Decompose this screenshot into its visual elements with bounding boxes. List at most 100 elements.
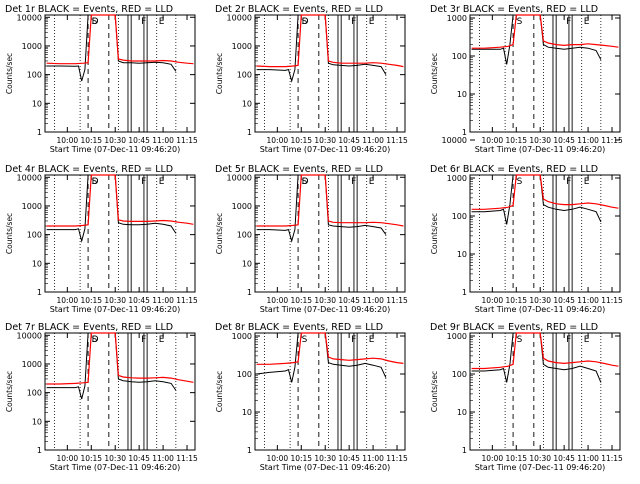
y-tick-label: 10	[32, 417, 42, 426]
x-tick-label: 10:00	[267, 454, 289, 463]
event-marker-f: F	[141, 335, 146, 345]
x-tick-label: 11:00	[577, 454, 599, 463]
y-tick-label: 1	[247, 446, 252, 455]
event-marker-e: E	[584, 17, 590, 27]
x-tick-label: 10:45	[128, 136, 150, 145]
y-tick-label: 1000	[232, 332, 252, 341]
detector-plot-5: Det 5r BLACK = Events, RED = LLD 1 10 100 10…	[215, 164, 408, 314]
x-tick-label: 10:00	[267, 136, 289, 145]
x-tick-label: 10:45	[553, 454, 575, 463]
x-axis-label: Start Time (07-Dec-11 09:46:20)	[260, 463, 391, 472]
event-marker-s: S	[302, 177, 308, 187]
x-tick-label: 11:15	[601, 454, 623, 463]
plot-title: Det 2r BLACK = Events, RED = LLD	[215, 4, 383, 15]
y-tick-label: 1000	[232, 202, 252, 211]
x-tick-label: 11:15	[176, 296, 198, 305]
event-marker-f: F	[351, 335, 356, 345]
x-tick-label: 10:30	[529, 454, 551, 463]
y-axis-label: Counts/sec	[5, 213, 14, 254]
x-axis-label: Start Time (07-Dec-11 09:46:20)	[50, 145, 181, 154]
plot-frame	[254, 174, 406, 293]
plot-title: Det 7r BLACK = Events, RED = LLD	[5, 322, 173, 333]
series-line-lld	[46, 332, 194, 385]
x-tick-label: 10:15	[80, 454, 102, 463]
x-tick-label: 11:15	[176, 136, 198, 145]
y-tick-label: 10000	[227, 13, 252, 22]
x-tick-label: 10:30	[104, 454, 126, 463]
event-marker-e: E	[369, 17, 375, 27]
y-tick-label: 1000	[447, 332, 467, 341]
x-tick-label: 10:15	[80, 296, 102, 305]
y-tick-label: 1	[462, 288, 467, 297]
x-tick-label: 10:45	[338, 136, 360, 145]
x-tick-label: 10:30	[529, 136, 551, 145]
y-tick-label: 10000	[442, 136, 467, 145]
y-tick-label: 1000	[22, 202, 42, 211]
plot-frame	[254, 14, 406, 133]
y-tick-label: 10	[457, 408, 467, 417]
plot-frame	[254, 332, 406, 451]
event-marker-s: S	[517, 17, 523, 27]
y-axis-label: Counts/sec	[5, 53, 14, 94]
event-marker-d: D	[92, 335, 99, 345]
x-tick-label: 11:00	[152, 296, 174, 305]
y-tick-label: 1000	[22, 360, 42, 369]
x-axis-label: Start Time (07-Dec-11 09:46:20)	[260, 145, 391, 154]
y-tick-label: 100	[237, 370, 252, 379]
event-marker-f: F	[141, 17, 146, 27]
series-line-lld	[256, 14, 404, 68]
x-tick-label: 10:15	[505, 136, 527, 145]
y-tick-label: 10	[457, 90, 467, 99]
x-tick-label: 10:30	[314, 454, 336, 463]
x-axis-label: Start Time (07-Dec-11 09:46:20)	[260, 305, 391, 314]
event-marker-d: D	[302, 177, 309, 187]
x-axis-label: Start Time (07-Dec-11 09:46:20)	[475, 305, 606, 314]
x-tick-label: 11:00	[362, 136, 384, 145]
x-tick-label: 10:45	[128, 296, 150, 305]
y-tick-label: 1	[247, 128, 252, 137]
y-tick-label: 100	[27, 231, 42, 240]
x-tick-label: 11:15	[386, 296, 408, 305]
event-marker-e: E	[584, 335, 590, 345]
y-axis-label: Counts/sec	[430, 371, 439, 412]
y-tick-label: 10	[242, 99, 252, 108]
y-tick-label: 100	[27, 389, 42, 398]
x-tick-label: 10:45	[553, 136, 575, 145]
y-tick-label: 1	[462, 446, 467, 455]
x-axis-label: Start Time (07-Dec-11 09:46:20)	[475, 145, 606, 154]
x-tick-label: 10:15	[290, 454, 312, 463]
plot-title: Det 8r BLACK = Events, RED = LLD	[215, 322, 383, 333]
y-tick-label: 10	[32, 99, 42, 108]
y-tick-label: 10000	[17, 13, 42, 22]
x-tick-label: 11:00	[152, 136, 174, 145]
x-tick-label: 10:45	[553, 296, 575, 305]
series-line-lld	[256, 332, 404, 365]
x-tick-label: 10:30	[314, 136, 336, 145]
y-tick-label: 10	[457, 250, 467, 259]
y-tick-label: 1000	[232, 42, 252, 51]
detector-plot-8: Det 8r BLACK = Events, RED = LLD 1 10 100 10…	[215, 322, 408, 472]
x-tick-label: 10:00	[267, 296, 289, 305]
event-marker-e: E	[159, 17, 165, 27]
y-tick-label: 100	[452, 370, 467, 379]
x-tick-label: 10:45	[338, 296, 360, 305]
plot-frame	[44, 332, 196, 451]
event-marker-f: F	[566, 177, 571, 187]
y-axis-label: Counts/sec	[215, 53, 224, 94]
x-tick-label: 10:15	[80, 136, 102, 145]
detector-plot-4: Det 4r BLACK = Events, RED = LLD 1 10 100 10…	[5, 164, 198, 314]
event-marker-d: D	[302, 17, 309, 27]
x-tick-label: 10:00	[482, 136, 504, 145]
y-axis-label: Counts/sec	[430, 53, 439, 94]
x-tick-label: 11:15	[386, 136, 408, 145]
plot-title: Det 5r BLACK = Events, RED = LLD	[215, 164, 383, 175]
series-line-lld	[46, 174, 194, 227]
y-tick-label: 1	[37, 128, 42, 137]
event-marker-f: F	[566, 335, 571, 345]
x-axis-label: Start Time (07-Dec-11 09:46:20)	[50, 305, 181, 314]
detector-plot-6: Det 6r BLACK = Events, RED = LLD 1 10 100 10…	[430, 136, 623, 314]
detector-plot-3: Det 3r BLACK = Events, RED = LLD 1 10 100 10…	[430, 4, 623, 154]
y-tick-label: 10	[242, 259, 252, 268]
